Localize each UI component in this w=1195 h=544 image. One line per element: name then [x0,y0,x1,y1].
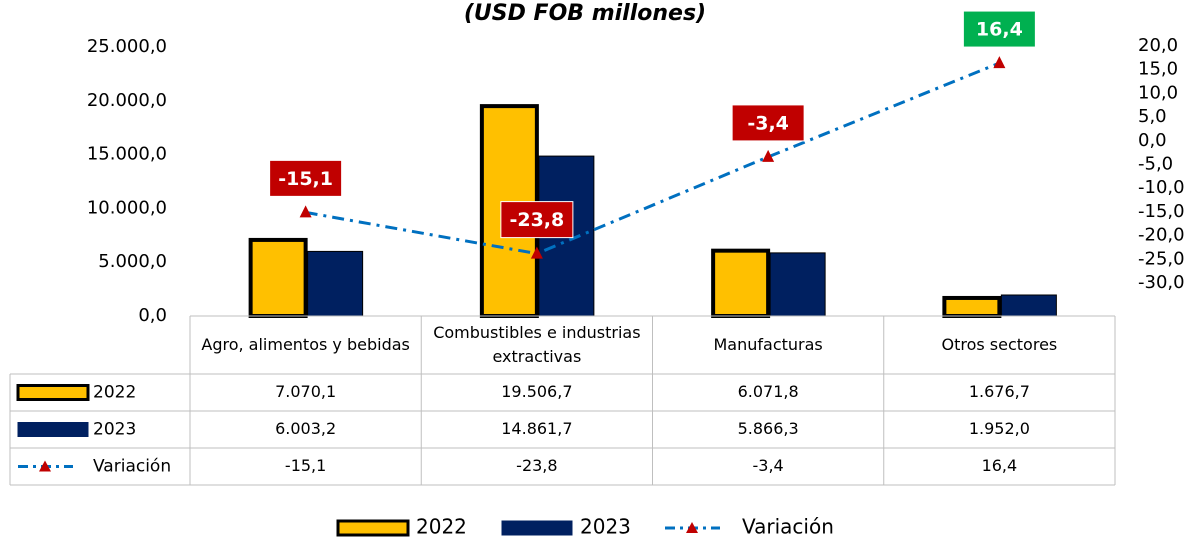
y-tick-label: 5.000,0 [98,251,167,272]
y2-tick-label: 15,0 [1138,59,1178,80]
y2-tick-label: 5,0 [1138,106,1167,127]
data-label-box [962,10,1036,48]
data-label: -15,1 [278,168,333,190]
table-row-label: Variación [93,457,171,477]
y2-tick-label: -5,0 [1138,154,1173,175]
table-legend-key [17,422,89,437]
y2-tick-label: -20,0 [1138,225,1185,246]
category-label: Agro, alimentos y bebidas [201,335,410,354]
y2-tick-label: 0,0 [1138,130,1167,151]
data-label: -23,8 [509,209,564,231]
legend-key [686,522,698,533]
legend-key [336,519,410,537]
legend-label: 2023 [580,515,631,539]
y-tick-label: 20.000,0 [87,90,167,111]
category-cell: Manufacturas [713,335,823,354]
y2-tick-label: -15,0 [1138,201,1185,222]
table-value: 1.952,0 [969,419,1030,438]
marker [993,56,1006,69]
table-value: 6.003,2 [275,419,336,438]
category-label: Combustibles e industrias extractivas [433,323,641,366]
table-value: 1.676,7 [969,382,1030,401]
table-value: 16,4 [982,456,1018,475]
bar [307,250,364,317]
y2-tick-label: -25,0 [1138,248,1185,269]
data-label-box [500,201,574,239]
category-label: Otros sectores [941,335,1058,354]
table-legend-key [39,460,51,472]
bar [769,252,826,317]
table-legend-key [16,384,90,401]
legend-label: 2022 [416,515,467,539]
y2-tick-label: -30,0 [1138,272,1185,293]
category-cell: Otros sectores [941,335,1058,354]
y2-tick-label: -10,0 [1138,177,1185,198]
category-label: Manufacturas [713,335,823,354]
table-row-label: 2023 [93,420,136,440]
table-value: -15,1 [285,456,326,475]
variation-line [305,61,1000,256]
marker [762,149,775,162]
legend-key [501,520,573,536]
y-tick-label: 10.000,0 [87,197,167,218]
y2-tick-label: 10,0 [1138,82,1178,103]
bar [711,248,771,318]
table-value: 14.861,7 [501,419,572,438]
table-value: -3,4 [753,456,784,475]
y-tick-label: 25.000,0 [87,36,167,57]
marker [530,246,543,259]
y-tick-label: 0,0 [138,305,167,326]
marker [299,205,312,218]
table-row-label: 2022 [93,383,136,403]
category-cell: Combustibles e industrias extractivas [433,323,641,366]
data-label-box [731,104,805,142]
data-label: -3,4 [747,112,789,134]
data-label: 16,4 [976,19,1023,41]
table-value: 6.071,8 [738,382,799,401]
table-value: 5.866,3 [738,419,799,438]
y-tick-label: 15.000,0 [87,144,167,165]
y2-tick-label: 20,0 [1138,35,1178,56]
table-value: -23,8 [516,456,557,475]
chart-title: (USD FOB millones) [464,1,706,26]
table-value: 7.070,1 [275,382,336,401]
category-cell: Agro, alimentos y bebidas [201,335,410,354]
legend-label: Variación [742,515,834,539]
bar [942,295,1002,319]
bar [248,237,308,318]
data-label-box [269,159,343,197]
table-value: 19.506,7 [501,382,572,401]
bar [1000,294,1057,317]
